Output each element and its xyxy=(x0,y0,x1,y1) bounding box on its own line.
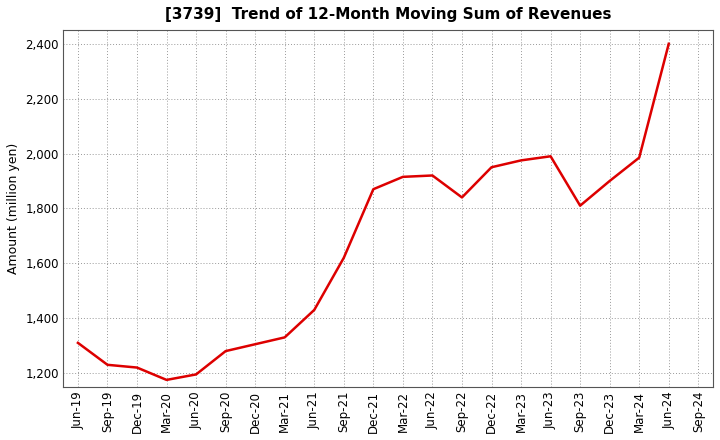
Title: [3739]  Trend of 12-Month Moving Sum of Revenues: [3739] Trend of 12-Month Moving Sum of R… xyxy=(165,7,611,22)
Y-axis label: Amount (million yen): Amount (million yen) xyxy=(7,143,20,274)
